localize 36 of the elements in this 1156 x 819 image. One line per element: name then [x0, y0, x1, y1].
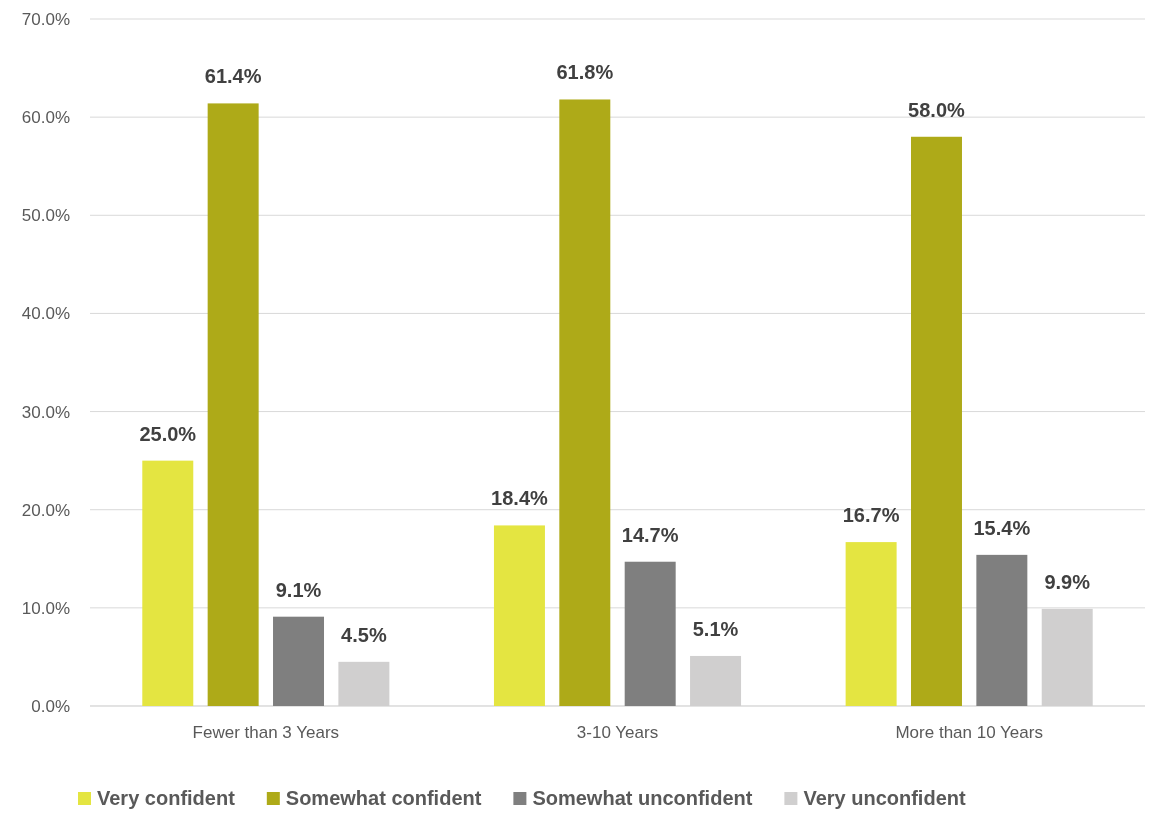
y-tick-label: 0.0%: [31, 696, 70, 716]
y-tick-label: 30.0%: [21, 402, 70, 422]
bar: [845, 542, 897, 706]
data-label: 5.1%: [692, 617, 739, 640]
legend-label: Somewhat confident: [285, 787, 482, 809]
x-tick-label: 3-10 Years: [576, 723, 659, 743]
data-label: 61.4%: [204, 65, 262, 88]
legend-label: Very unconfident: [803, 787, 966, 809]
data-label: 25.0%: [139, 422, 197, 445]
x-tick-label: More than 10 Years: [895, 723, 1043, 743]
bar: [624, 561, 676, 706]
y-tick-label: 20.0%: [21, 500, 70, 520]
y-tick-label: 70.0%: [21, 9, 70, 29]
bar: [273, 616, 325, 706]
bar: [207, 103, 259, 706]
data-label: 18.4%: [491, 487, 549, 510]
data-label: 16.7%: [842, 504, 900, 527]
data-label: 61.8%: [556, 61, 614, 84]
legend-label: Very confident: [97, 787, 236, 809]
legend-label: Somewhat unconfident: [532, 787, 753, 809]
data-label: 9.9%: [1044, 570, 1091, 593]
data-label: 58.0%: [908, 98, 966, 121]
data-label: 15.4%: [973, 516, 1031, 539]
bar: [493, 525, 545, 706]
data-label: 4.5%: [341, 623, 387, 646]
y-tick-label: 40.0%: [21, 304, 70, 324]
x-tick-label: Fewer than 3 Years: [192, 723, 340, 743]
data-label: 9.1%: [275, 578, 322, 601]
bar: [559, 99, 611, 706]
bar: [142, 460, 194, 706]
bar: [910, 136, 962, 706]
y-tick-label: 60.0%: [21, 108, 70, 128]
y-tick-label: 10.0%: [21, 598, 70, 618]
y-tick-label: 50.0%: [21, 206, 70, 226]
data-label: 14.7%: [621, 523, 679, 546]
bar: [976, 554, 1028, 706]
